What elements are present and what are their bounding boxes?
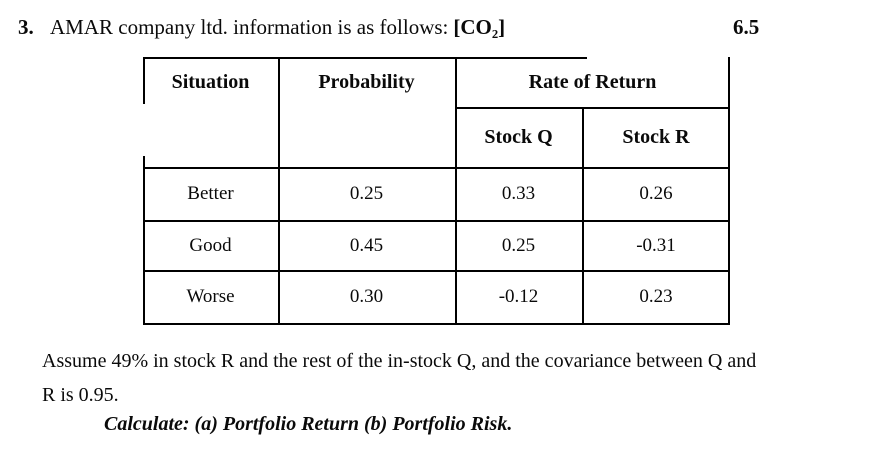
- cell-row3-stock-r: 0.23: [639, 286, 673, 307]
- cell-row2-situation: Good: [189, 234, 232, 256]
- cell-row1-stock-q: 0.33: [501, 183, 536, 204]
- cell-row2-stock-q: 0.25: [501, 234, 536, 256]
- column-divider-situation: [278, 57, 280, 325]
- row-divider-2: [143, 270, 730, 272]
- cell-row3-probability: 0.30: [349, 286, 384, 307]
- question-number: 3.: [18, 15, 34, 39]
- cell-row1-situation: Better: [187, 183, 234, 204]
- column-divider-probability: [455, 57, 457, 325]
- instruction-text: Calculate: (a) Portfolio Return (b) Port…: [104, 413, 513, 435]
- header-probability: Probability: [318, 71, 415, 93]
- rate-of-return-underline: [455, 107, 730, 109]
- table-bottom-border: [143, 323, 730, 325]
- table-left-border-top: [143, 57, 145, 104]
- header-situation: Situation: [171, 71, 250, 93]
- table-left-border-main: [143, 156, 145, 325]
- marks-value: 6.5: [733, 15, 760, 39]
- column-divider-stocks: [582, 107, 584, 325]
- question-title-text: AMAR company ltd. information is as foll…: [50, 15, 449, 39]
- cell-row1-stock-r: 0.26: [639, 183, 673, 204]
- header-stock-q: Stock Q: [484, 126, 553, 148]
- co2-tag: [CO₂]: [453, 15, 506, 39]
- assumption-line-2: R is 0.95.: [42, 384, 119, 406]
- table-top-border: [143, 57, 587, 59]
- assumption-line-1: Assume 49% in stock R and the rest of th…: [42, 350, 757, 372]
- header-stock-r: Stock R: [622, 126, 690, 148]
- assumption-text: Assume 49% in stock R and the rest of th…: [42, 344, 832, 412]
- cell-row2-probability: 0.45: [349, 234, 384, 256]
- data-table: Situation Probability Rate of Return Sto…: [143, 57, 732, 325]
- cell-row3-situation: Worse: [186, 286, 235, 307]
- header-rate-of-return: Rate of Return: [528, 71, 657, 93]
- cell-row2-stock-r: -0.31: [636, 234, 676, 256]
- cell-row3-stock-q: -0.12: [498, 286, 539, 307]
- cell-row1-probability: 0.25: [349, 183, 384, 204]
- row-divider-1: [143, 220, 730, 222]
- table-right-border: [728, 57, 730, 325]
- question-title: AMAR company ltd. information is as foll…: [50, 15, 505, 40]
- header-bottom-border: [143, 167, 730, 169]
